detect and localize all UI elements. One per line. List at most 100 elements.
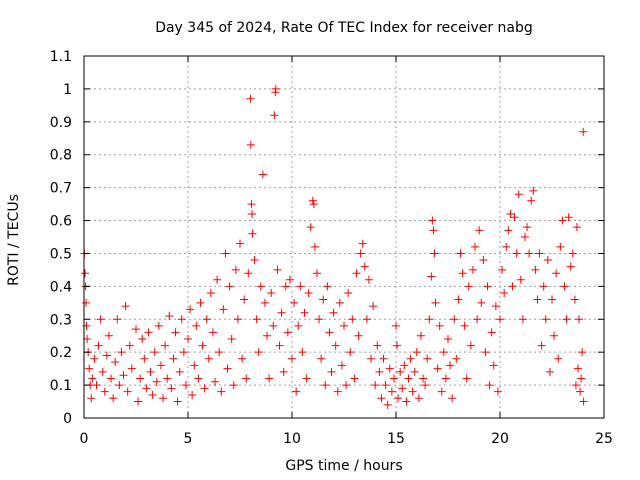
y-tick-label: 0.6 xyxy=(50,214,72,230)
data-point xyxy=(481,348,490,357)
axis-ticks xyxy=(83,55,605,419)
data-point xyxy=(327,367,336,376)
data-point xyxy=(315,315,324,324)
data-point xyxy=(452,354,461,363)
data-point xyxy=(246,140,255,149)
data-point xyxy=(398,384,407,393)
data-point xyxy=(279,367,288,376)
data-point xyxy=(177,315,186,324)
data-point xyxy=(337,361,346,370)
data-point xyxy=(371,381,380,390)
data-point xyxy=(350,374,359,383)
data-point xyxy=(396,367,405,376)
data-point xyxy=(196,298,205,307)
data-point xyxy=(188,390,197,399)
data-point xyxy=(98,367,107,376)
data-point xyxy=(425,315,434,324)
data-point xyxy=(579,127,588,136)
data-point xyxy=(558,216,567,225)
data-point xyxy=(458,269,467,278)
data-point xyxy=(184,335,192,344)
data-point xyxy=(321,381,330,390)
data-point xyxy=(496,315,504,324)
x-tick-label: 20 xyxy=(491,431,509,447)
data-point xyxy=(142,384,151,393)
data-point xyxy=(248,209,257,218)
data-point xyxy=(115,381,124,390)
data-point xyxy=(273,265,282,274)
data-point xyxy=(566,262,575,271)
data-point xyxy=(548,295,556,304)
y-tick-label: 0.8 xyxy=(50,148,72,164)
data-point xyxy=(435,321,444,330)
data-point xyxy=(317,354,326,363)
data-point xyxy=(342,381,351,390)
data-point xyxy=(352,269,361,278)
data-point xyxy=(335,298,344,307)
data-point xyxy=(441,374,450,383)
data-point xyxy=(414,394,423,403)
data-point xyxy=(543,256,552,265)
data-point xyxy=(554,354,563,363)
data-point xyxy=(179,348,188,357)
data-point xyxy=(556,242,565,251)
data-point xyxy=(323,282,332,291)
data-point xyxy=(233,315,242,324)
x-tick-label: 15 xyxy=(387,431,405,447)
data-point xyxy=(258,170,267,179)
data-point xyxy=(181,381,190,390)
data-point xyxy=(541,315,550,324)
data-point xyxy=(508,282,517,291)
data-point xyxy=(302,374,311,383)
data-point xyxy=(560,282,569,291)
data-point xyxy=(340,321,348,330)
data-point xyxy=(223,364,232,373)
data-point xyxy=(377,394,386,403)
data-point xyxy=(102,351,111,360)
data-point xyxy=(154,321,163,330)
data-point xyxy=(428,216,437,225)
data-point xyxy=(104,331,113,340)
data-point xyxy=(123,387,132,396)
x-tick-label: 5 xyxy=(184,431,193,447)
data-point xyxy=(379,354,388,363)
data-point xyxy=(319,295,328,304)
data-point xyxy=(437,387,446,396)
data-point xyxy=(283,328,292,337)
data-point xyxy=(312,269,321,278)
data-point xyxy=(248,229,257,238)
y-tick-label: 0 xyxy=(63,411,72,427)
data-point xyxy=(416,331,425,340)
data-point xyxy=(400,361,409,370)
data-point xyxy=(575,315,584,324)
data-point xyxy=(173,397,182,406)
data-point xyxy=(236,239,244,248)
data-point xyxy=(202,315,211,324)
data-point xyxy=(502,242,511,251)
data-point xyxy=(369,302,378,311)
data-point xyxy=(252,315,261,324)
data-point xyxy=(88,374,97,383)
data-point xyxy=(525,249,534,258)
data-point xyxy=(404,374,413,383)
data-point xyxy=(462,374,471,383)
data-point xyxy=(269,321,278,330)
data-point xyxy=(271,84,280,93)
data-point xyxy=(491,302,500,311)
data-point xyxy=(100,387,109,396)
data-point xyxy=(477,298,486,307)
data-point xyxy=(479,256,488,265)
data-point xyxy=(250,256,259,265)
data-point xyxy=(90,354,99,363)
data-point xyxy=(568,249,577,258)
data-point xyxy=(358,239,367,248)
data-point xyxy=(256,282,265,291)
data-point xyxy=(163,374,172,383)
data-point xyxy=(430,249,439,258)
data-point xyxy=(333,387,342,396)
data-point xyxy=(506,209,515,218)
data-point xyxy=(402,397,411,406)
data-point xyxy=(208,328,217,337)
data-point xyxy=(117,348,126,357)
data-point xyxy=(240,295,249,304)
